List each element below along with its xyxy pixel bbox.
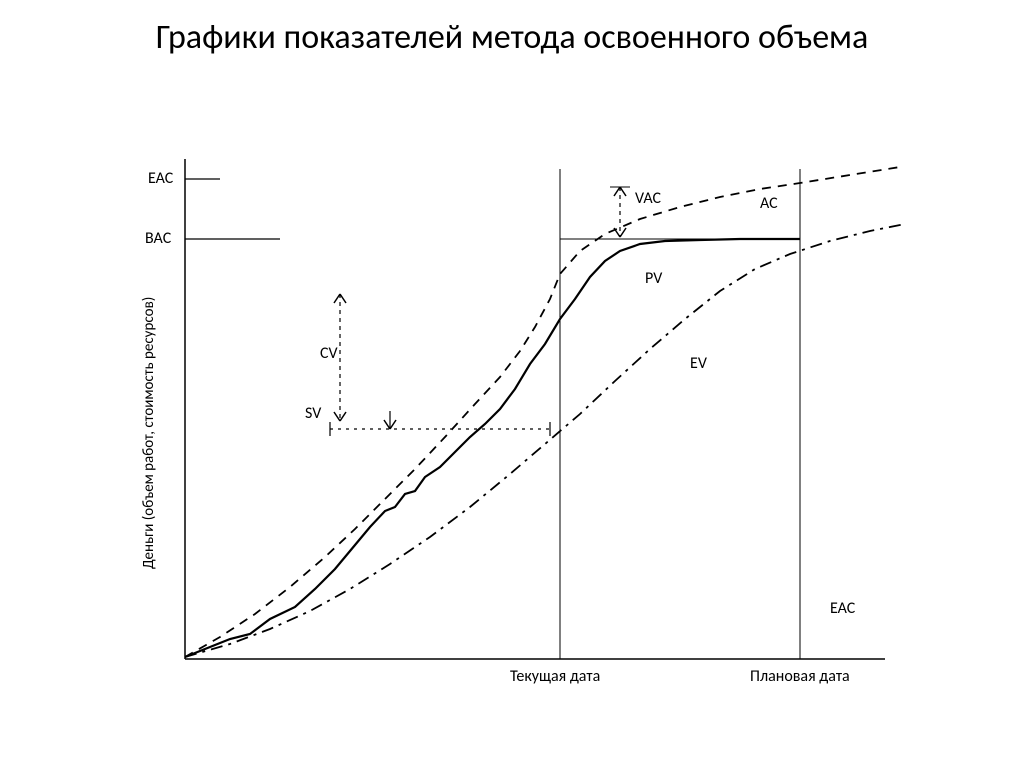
- label-eac-bottom: EAC: [830, 599, 855, 618]
- xlabel-planned-date: Плановая дата: [750, 667, 850, 686]
- curve-label-pv: PV: [645, 269, 662, 288]
- earned-value-chart: EAC BAC Деньги (объем работ, стоимость р…: [0, 59, 1024, 699]
- y-axis-label: Деньги (объем работ, стоимость ресурсов): [140, 296, 158, 568]
- ylabel-bac: BAC: [145, 229, 171, 248]
- ylabel-eac: EAC: [148, 169, 173, 188]
- curve-label-ac: AC: [760, 194, 778, 213]
- variance-label-sv: SV: [305, 404, 321, 423]
- variance-label-cv: CV: [320, 344, 338, 363]
- curve-label-ev: EV: [690, 354, 707, 373]
- xlabel-current-date: Текущая дата: [510, 667, 600, 686]
- page-title: Графики показателей метода освоенного об…: [0, 0, 1024, 59]
- variance-label-vac: VAC: [635, 189, 661, 208]
